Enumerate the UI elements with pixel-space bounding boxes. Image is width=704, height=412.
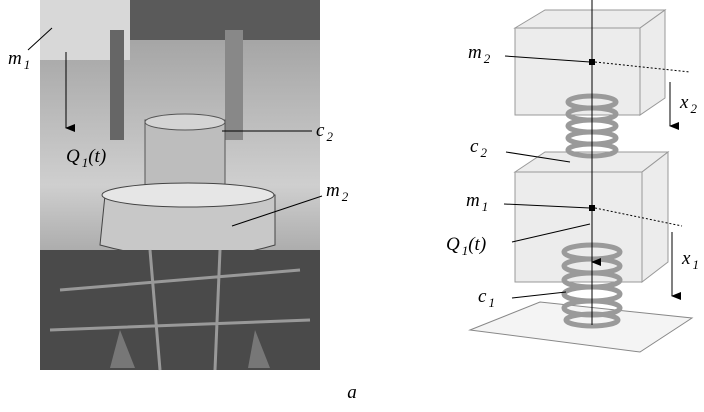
photo bbox=[40, 0, 320, 370]
figure: m1 Q1(t) c2 m2 m2 bbox=[0, 0, 704, 412]
label-base: c bbox=[478, 286, 487, 307]
label-sub: 1 bbox=[692, 257, 699, 272]
label-tail: (t) bbox=[468, 234, 486, 255]
diagram bbox=[470, 0, 692, 352]
label-base: x bbox=[681, 248, 691, 269]
label-base: Q bbox=[66, 146, 80, 167]
label-base: c bbox=[316, 120, 325, 141]
label-base: m bbox=[8, 48, 22, 69]
label-base: m bbox=[326, 180, 340, 201]
label-sub: 1 bbox=[488, 295, 495, 310]
label-tail: (t) bbox=[88, 146, 106, 167]
caption: a bbox=[347, 382, 357, 403]
label-sub: 2 bbox=[326, 129, 333, 144]
label-base: x bbox=[679, 92, 689, 113]
label-sub: 2 bbox=[484, 51, 491, 66]
label-base: m bbox=[466, 190, 480, 211]
label-sub: 2 bbox=[342, 189, 349, 204]
label-base: Q bbox=[446, 234, 460, 255]
label-sub: 1 bbox=[482, 199, 489, 214]
label-sub: 2 bbox=[690, 101, 697, 116]
label-base: c bbox=[470, 136, 479, 157]
label-sub: 2 bbox=[480, 145, 487, 160]
label-sub: 1 bbox=[24, 57, 31, 72]
label-base: m bbox=[468, 42, 482, 63]
